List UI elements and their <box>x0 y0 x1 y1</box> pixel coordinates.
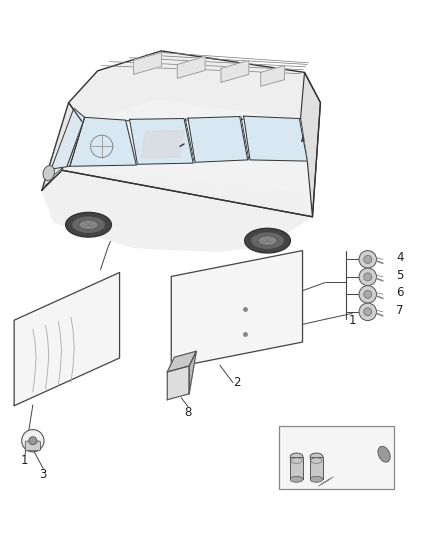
Ellipse shape <box>290 453 303 460</box>
Ellipse shape <box>310 453 323 460</box>
Text: 7: 7 <box>396 304 404 317</box>
Polygon shape <box>300 72 321 217</box>
Polygon shape <box>167 351 196 372</box>
Text: 6: 6 <box>396 286 404 299</box>
Polygon shape <box>244 116 307 161</box>
Polygon shape <box>141 131 184 158</box>
Polygon shape <box>70 117 136 166</box>
Polygon shape <box>69 51 321 122</box>
Circle shape <box>359 303 377 320</box>
Text: 1: 1 <box>349 314 356 327</box>
Circle shape <box>359 251 377 268</box>
Ellipse shape <box>310 477 323 482</box>
Ellipse shape <box>43 166 54 181</box>
Text: 3: 3 <box>39 467 47 481</box>
Text: 1: 1 <box>21 454 28 467</box>
Text: 5: 5 <box>396 269 404 282</box>
Polygon shape <box>167 366 189 400</box>
Polygon shape <box>221 60 249 82</box>
Polygon shape <box>14 272 120 406</box>
Bar <box>310 457 323 479</box>
Polygon shape <box>51 108 85 169</box>
Circle shape <box>22 430 44 452</box>
Bar <box>279 426 394 489</box>
Polygon shape <box>177 56 205 78</box>
Polygon shape <box>189 351 196 394</box>
Circle shape <box>364 255 372 263</box>
Ellipse shape <box>258 236 277 245</box>
Ellipse shape <box>251 232 284 249</box>
Text: 8: 8 <box>184 406 192 419</box>
Ellipse shape <box>290 477 303 482</box>
FancyBboxPatch shape <box>25 441 40 451</box>
Circle shape <box>364 273 372 281</box>
Circle shape <box>29 437 37 445</box>
Ellipse shape <box>79 220 98 230</box>
Polygon shape <box>188 117 247 162</box>
Ellipse shape <box>378 446 390 462</box>
Polygon shape <box>171 251 303 368</box>
Bar <box>290 457 303 479</box>
Polygon shape <box>42 51 321 217</box>
Ellipse shape <box>72 216 106 233</box>
Polygon shape <box>42 170 312 252</box>
Circle shape <box>364 290 372 298</box>
Circle shape <box>359 268 377 286</box>
Polygon shape <box>42 103 82 190</box>
Polygon shape <box>134 53 161 75</box>
Polygon shape <box>261 66 285 86</box>
Circle shape <box>364 308 372 316</box>
Text: 4: 4 <box>396 251 404 264</box>
Text: 2: 2 <box>233 376 240 389</box>
Polygon shape <box>130 118 193 164</box>
Circle shape <box>359 286 377 303</box>
Ellipse shape <box>66 213 111 237</box>
Ellipse shape <box>245 228 290 253</box>
